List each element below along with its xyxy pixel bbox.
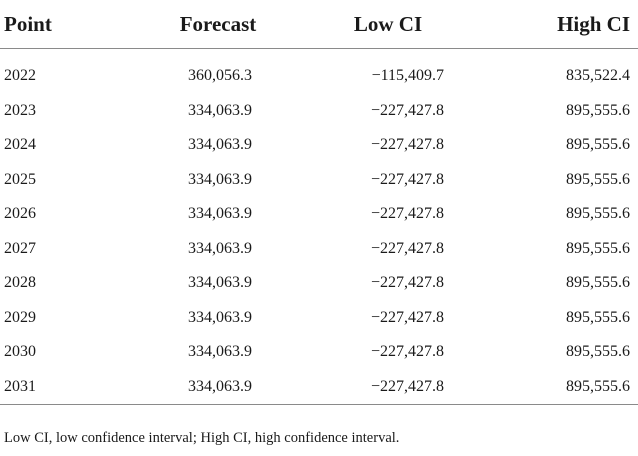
table-row: 2029 334,063.9 −227,427.8 895,555.6 xyxy=(0,301,638,336)
cell-low-ci: −227,427.8 xyxy=(370,343,444,361)
cell-forecast: 334,063.9 xyxy=(188,205,252,223)
cell-high-ci: 835,522.4 xyxy=(566,67,630,85)
cell-high-ci: 895,555.6 xyxy=(566,170,630,188)
header-row: Point Forecast Low CI High CI xyxy=(0,0,638,49)
cell-low-ci: −227,427.8 xyxy=(370,239,444,257)
header-high-ci: High CI xyxy=(460,0,638,49)
cell-point: 2025 xyxy=(4,170,36,188)
header-low-ci: Low CI xyxy=(280,0,460,49)
cell-forecast: 334,063.9 xyxy=(188,343,252,361)
cell-point: 2029 xyxy=(4,308,36,326)
cell-forecast: 334,063.9 xyxy=(188,101,252,119)
cell-low-ci: −115,409.7 xyxy=(371,67,444,85)
cell-high-ci: 895,555.6 xyxy=(566,274,630,292)
cell-forecast: 334,063.9 xyxy=(120,369,280,405)
cell-high-ci: 895,555.6 xyxy=(566,343,630,361)
cell-high-ci: 895,555.6 xyxy=(566,136,630,154)
table-row: 2025 334,063.9 −227,427.8 895,555.6 xyxy=(0,163,638,198)
table-body: 2022 360,056.3 −115,409.7 835,522.4 2023 334,… xyxy=(0,49,638,405)
cell-forecast: 334,063.9 xyxy=(188,308,252,326)
cell-forecast: 360,056.3 xyxy=(188,67,252,85)
cell-point: 2031 xyxy=(0,369,120,405)
forecast-table-container: Point Forecast Low CI High CI 2022 360,05… xyxy=(0,0,638,405)
cell-high-ci: 895,555.6 xyxy=(460,369,638,405)
cell-high-ci: 895,555.6 xyxy=(566,101,630,119)
cell-low-ci: −227,427.8 xyxy=(370,205,444,223)
cell-forecast: 334,063.9 xyxy=(188,136,252,154)
table-row: 2023 334,063.9 −227,427.8 895,555.6 xyxy=(0,94,638,129)
cell-low-ci: −227,427.8 xyxy=(370,170,444,188)
cell-low-ci: −227,427.8 xyxy=(370,308,444,326)
cell-point: 2030 xyxy=(4,343,36,361)
cell-low-ci: −227,427.8 xyxy=(370,136,444,154)
table-row: 2030 334,063.9 −227,427.8 895,555.6 xyxy=(0,335,638,370)
table-header: Point Forecast Low CI High CI xyxy=(0,0,638,49)
header-forecast: Forecast xyxy=(120,0,280,49)
cell-high-ci: 895,555.6 xyxy=(566,205,630,223)
cell-forecast: 334,063.9 xyxy=(188,170,252,188)
cell-high-ci: 895,555.6 xyxy=(566,239,630,257)
cell-point: 2027 xyxy=(4,239,36,257)
cell-point: 2026 xyxy=(4,205,36,223)
cell-low-ci: −227,427.8 xyxy=(280,369,460,405)
header-point: Point xyxy=(0,0,120,49)
table-row: 2024 334,063.9 −227,427.8 895,555.6 xyxy=(0,128,638,163)
header-spacer xyxy=(0,49,638,60)
cell-low-ci: −227,427.8 xyxy=(370,101,444,119)
table-row: 2031 334,063.9 −227,427.8 895,555.6 xyxy=(0,369,638,405)
table-row: 2027 334,063.9 −227,427.8 895,555.6 xyxy=(0,232,638,267)
cell-point: 2024 xyxy=(4,136,36,154)
cell-point: 2023 xyxy=(4,101,36,119)
forecast-table: Point Forecast Low CI High CI 2022 360,05… xyxy=(0,0,638,405)
table-row: 2028 334,063.9 −227,427.8 895,555.6 xyxy=(0,266,638,301)
table-footnote: Low CI, low confidence interval; High CI… xyxy=(4,430,400,446)
cell-forecast: 334,063.9 xyxy=(188,239,252,257)
table-row: 2026 334,063.9 −227,427.8 895,555.6 xyxy=(0,197,638,232)
cell-point: 2028 xyxy=(4,274,36,292)
cell-high-ci: 895,555.6 xyxy=(566,308,630,326)
cell-point: 2022 xyxy=(4,67,36,85)
cell-forecast: 334,063.9 xyxy=(188,274,252,292)
table-row: 2022 360,056.3 −115,409.7 835,522.4 xyxy=(0,59,638,94)
cell-low-ci: −227,427.8 xyxy=(370,274,444,292)
